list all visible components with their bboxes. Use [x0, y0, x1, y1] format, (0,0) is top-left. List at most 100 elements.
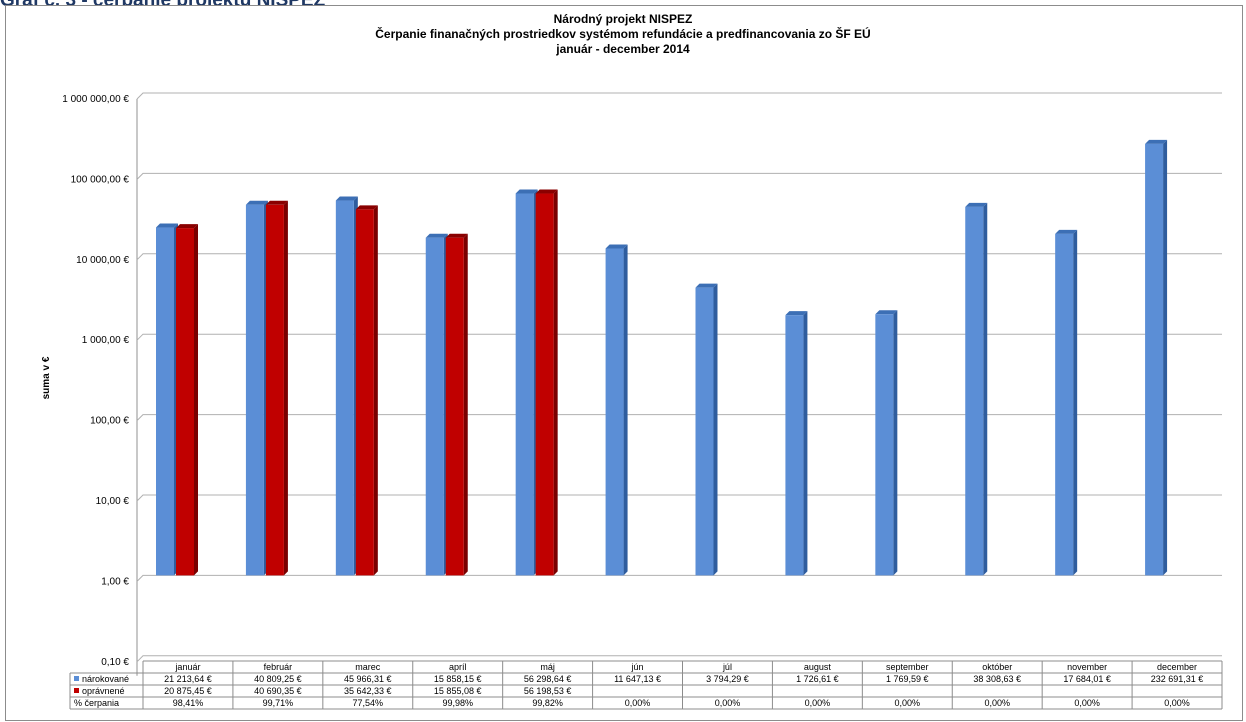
bar-narokovane — [245, 204, 264, 576]
bar-narokovane — [695, 287, 714, 576]
x-tick-label: apríl — [449, 662, 467, 672]
bar-narokovane-side — [623, 244, 628, 576]
y-tick-label: 1 000 000,00 € — [62, 94, 129, 105]
x-tick-label: február — [264, 662, 293, 672]
bar-narokovane-top — [425, 233, 448, 238]
bar-opravnene-top — [176, 224, 198, 229]
bar-narokovane — [965, 206, 984, 576]
bar-narokovane-top — [875, 310, 898, 315]
gridline — [136, 172, 1222, 180]
x-tick-label: november — [1067, 662, 1107, 672]
bar-narokovane-side — [713, 283, 718, 576]
data-label: 0,00% — [805, 698, 831, 708]
bar-opravnene-top — [445, 233, 468, 238]
y-tick-label: 1 000,00 € — [82, 335, 130, 346]
y-tick-label: 100,00 € — [90, 416, 129, 427]
legend-label: oprávnené — [82, 686, 125, 696]
bar-opravnene — [355, 209, 374, 576]
gridline — [136, 92, 1222, 100]
data-label: 11 647,13 € — [614, 674, 661, 684]
y-tick-label: 1,00 € — [101, 576, 129, 587]
bar-narokovane-side — [1163, 139, 1168, 576]
x-tick-label: december — [1157, 662, 1197, 672]
bar-narokovane-top — [1145, 139, 1168, 144]
bar-narokovane — [425, 237, 444, 576]
data-label: 15 855,08 € — [434, 686, 482, 696]
bar-narokovane — [515, 193, 534, 576]
x-tick-label: marec — [355, 662, 381, 672]
data-label: 0,00% — [625, 698, 651, 708]
chart-subtitle: Čerpanie finanačných prostriedkov systém… — [375, 27, 871, 41]
bar-narokovane-top — [1055, 229, 1078, 234]
chart-period: január - december 2014 — [556, 42, 690, 56]
data-label: 35 642,33 € — [344, 686, 392, 696]
bar-opravnene — [445, 237, 464, 576]
bar-narokovane-top — [605, 244, 628, 249]
legend-label: nárokované — [82, 674, 129, 684]
data-label: 45 966,31 € — [344, 674, 392, 684]
bar-narokovane-top — [515, 189, 538, 194]
data-label: 99,82% — [532, 698, 563, 708]
bar-narokovane — [875, 314, 894, 576]
legend-swatch — [74, 688, 79, 693]
y-axis-label: suma v € — [41, 356, 52, 399]
bar-narokovane-top — [785, 311, 808, 316]
bar-opravnene — [265, 204, 284, 576]
gridline — [136, 494, 1222, 502]
bar-narokovane-top — [156, 223, 178, 228]
data-label: 98,41% — [173, 698, 204, 708]
bar-narokovane-top — [965, 202, 988, 207]
bar-narokovane-side — [803, 311, 808, 576]
bar-narokovane — [156, 227, 174, 576]
bar-opravnene-side — [463, 233, 468, 576]
bar-narokovane — [785, 315, 804, 576]
data-label: 20 875,45 € — [164, 686, 212, 696]
data-label: 0,00% — [1074, 698, 1100, 708]
gridline — [136, 333, 1222, 341]
x-tick-label: október — [982, 662, 1012, 672]
bar-narokovane-top — [335, 196, 358, 201]
bar-opravnene-top — [355, 205, 378, 210]
bar-narokovane-side — [1073, 229, 1078, 576]
x-tick-label: máj — [540, 662, 555, 672]
legend-swatch — [74, 676, 79, 681]
data-label: 15 858,15 € — [434, 674, 482, 684]
x-tick-label: jún — [631, 662, 644, 672]
y-tick-label: 100 000,00 € — [71, 174, 130, 185]
x-tick-label: september — [886, 662, 929, 672]
data-label: 1 726,61 € — [796, 674, 839, 684]
data-label: 21 213,64 € — [164, 674, 212, 684]
data-label: 40 690,35 € — [254, 686, 302, 696]
gridline — [136, 574, 1222, 582]
data-label: 56 198,53 € — [524, 686, 572, 696]
bar-opravnene-top — [265, 200, 288, 205]
data-label: 17 684,01 € — [1063, 674, 1111, 684]
data-label: 56 298,64 € — [524, 674, 572, 684]
bar-opravnene-side — [373, 205, 378, 576]
bar-opravnene-side — [553, 189, 558, 576]
data-label: 232 691,31 € — [1151, 674, 1204, 684]
bar-opravnene-side — [194, 224, 198, 576]
data-label: 0,00% — [715, 698, 741, 708]
bar-narokovane-side — [893, 310, 898, 576]
gridline — [136, 655, 1222, 663]
chart-titles: Národný projekt NISPEZ Čerpanie finanačn… — [0, 12, 1246, 57]
y-tick-label: 10 000,00 € — [76, 255, 129, 266]
chart-title: Národný projekt NISPEZ — [553, 12, 693, 26]
data-label: 77,54% — [353, 698, 384, 708]
bar-narokovane — [605, 248, 624, 576]
bar-narokovane-top — [245, 200, 268, 205]
bar-narokovane — [335, 200, 354, 576]
y-tick-label: 0,10 € — [101, 657, 129, 668]
data-label: 0,00% — [1164, 698, 1190, 708]
bar-opravnene — [535, 193, 554, 576]
legend-label: % čerpania — [74, 698, 119, 708]
data-label: 0,00% — [895, 698, 921, 708]
gridline — [136, 253, 1222, 261]
data-label: 1 769,59 € — [886, 674, 929, 684]
x-tick-label: január — [174, 662, 200, 672]
y-tick-label: 10,00 € — [96, 496, 130, 507]
bar-opravnene-top — [535, 189, 558, 194]
bar-narokovane-top — [695, 283, 718, 288]
